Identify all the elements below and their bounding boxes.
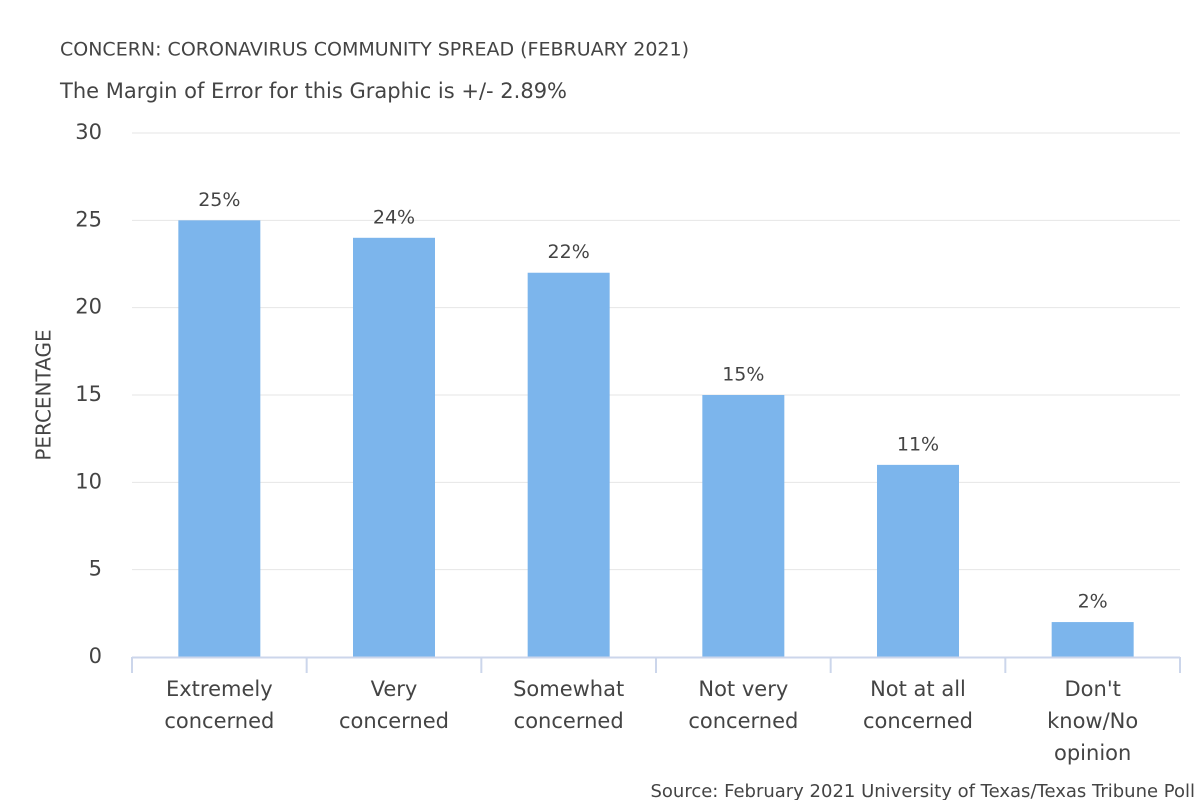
x-tick-label: Don't know/No opinion [1047,677,1138,765]
value-label: 11% [897,433,939,455]
bar [877,464,959,657]
y-tick-label: 30 [75,120,102,144]
y-tick-label: 20 [75,295,102,319]
chart-title: CONCERN: CORONAVIRUS COMMUNITY SPREAD (F… [60,39,689,61]
x-tick-label: Not at all concerned [863,677,973,733]
source-note: Source: February 2021 University of Texa… [650,781,1195,800]
bar [527,272,610,657]
value-label: 15% [722,364,764,386]
value-label: 24% [373,206,415,228]
y-tick-label: 5 [89,557,102,581]
x-tick-label: Extremely concerned [164,677,274,733]
y-axis-label: PERCENTAGE [32,329,56,460]
value-label: 22% [548,241,590,263]
value-label: 2% [1078,591,1108,613]
x-tick-label: Very concerned [339,677,449,733]
chart-subtitle: The Margin of Error for this Graphic is … [59,79,567,103]
x-tick-label: Somewhat concerned [513,677,624,733]
y-tick-label: 0 [89,644,102,668]
bar [178,220,261,658]
x-tick-label: Not very concerned [688,677,798,733]
y-tick-label: 10 [75,469,102,493]
y-tick-label: 15 [75,382,102,406]
y-tick-label: 25 [75,207,102,231]
value-label: 25% [198,189,240,211]
bar [702,395,785,657]
bar [353,237,435,658]
bar [1051,622,1134,657]
